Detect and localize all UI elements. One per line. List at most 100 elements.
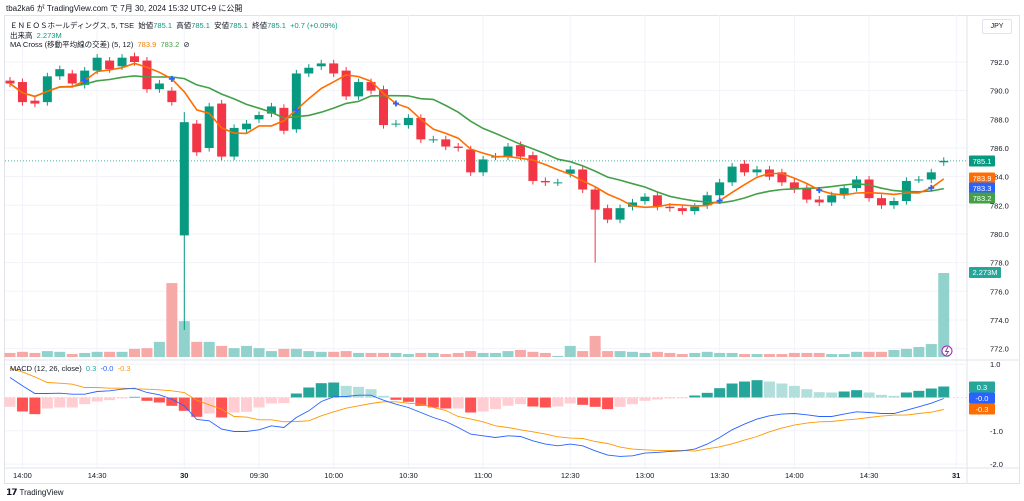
candle-body — [777, 172, 787, 183]
legend-volume: 出来高 2.273M — [10, 30, 62, 41]
volume-bar — [676, 354, 688, 357]
macd-histogram-bar — [477, 397, 489, 412]
ma-cross-label[interactable]: MA Cross (移動平均線の交差) (5, 12) — [10, 40, 134, 49]
volume-bar — [353, 352, 365, 357]
time-tick: 10:30 — [399, 471, 418, 480]
tradingview-logo[interactable]: 𝟭𝟳 TradingView — [6, 487, 64, 498]
macd-histogram-bar — [290, 393, 302, 398]
volume-bar — [16, 351, 28, 357]
volume-bar — [938, 273, 950, 357]
candle-body — [877, 198, 886, 206]
macd-histogram-bar — [427, 397, 439, 408]
volume-bar — [340, 351, 352, 357]
candle-body — [316, 63, 326, 67]
volume-bar — [116, 351, 128, 357]
volume-bar — [490, 352, 502, 357]
candle-body — [254, 115, 264, 120]
macd-histogram-bar — [564, 397, 576, 404]
macd-histogram-bar — [838, 391, 850, 398]
time-tick: 31 — [952, 471, 960, 480]
volume-bar — [701, 351, 713, 357]
candle-body — [478, 159, 488, 173]
volume-bar — [502, 351, 514, 357]
candle-body — [167, 90, 177, 103]
candle-body — [628, 202, 637, 207]
macd-histogram-bar — [278, 397, 290, 404]
time-tick: 14:00 — [13, 471, 32, 480]
volume-bar — [639, 352, 651, 357]
candle-body — [789, 182, 799, 190]
volume-bar — [328, 351, 340, 357]
legend-main: ＥＮＥＯＳホールディングス, 5, TSE 始値785.1 高値785.1 安値… — [10, 20, 338, 31]
macd-hist-value: 0.3 — [85, 364, 97, 373]
candle-body — [453, 146, 463, 148]
volume-bar — [315, 351, 327, 357]
currency-button[interactable]: JPY — [982, 19, 1012, 34]
candle-body — [354, 82, 364, 97]
macd-histogram-bar — [253, 397, 265, 408]
macd-histogram-bar — [303, 387, 315, 398]
macd-histogram-bar — [116, 397, 128, 399]
macd-tick: -2.0 — [990, 460, 1003, 469]
macd-histogram-bar — [265, 397, 277, 404]
time-tick: 14:00 — [785, 471, 804, 480]
candle-body — [864, 179, 874, 199]
volume-bar — [589, 335, 601, 357]
price-tick: 778.0 — [990, 259, 1009, 268]
ma-slow-price-label: 783.2 — [973, 194, 992, 203]
macd-histogram-bar — [701, 392, 713, 398]
price-tick: 782.0 — [990, 201, 1009, 210]
candle-body — [752, 169, 762, 173]
candle-body — [503, 146, 513, 157]
volume-bar — [390, 352, 402, 357]
macd-histogram-bar — [714, 388, 726, 398]
volume-value: 2.273M — [36, 31, 62, 40]
candle-body — [105, 60, 115, 70]
macd-histogram-bar — [627, 397, 638, 405]
volume-bar — [365, 352, 377, 357]
open-label: 始値 — [138, 21, 154, 30]
macd-histogram-bar — [763, 381, 775, 398]
ma-slow-line — [9, 75, 944, 204]
high-label: 高値 — [176, 21, 192, 30]
candle-body — [117, 57, 127, 67]
legend-ma-cross: MA Cross (移動平均線の交差) (5, 12) 783.9 783.2 … — [10, 39, 190, 50]
macd-histogram-bar — [726, 383, 738, 398]
candle-body — [827, 195, 837, 203]
macd-signal-line — [9, 367, 944, 452]
candle-body — [715, 182, 725, 196]
symbol-name[interactable]: ＥＮＥＯＳホールディングス, 5, TSE — [10, 21, 135, 30]
time-tick: 30 — [180, 471, 188, 480]
candle-body — [727, 166, 737, 183]
low-value: 785.1 — [229, 21, 248, 30]
volume-bar — [813, 352, 825, 357]
volume-bar — [79, 352, 91, 357]
price-tick: 774.0 — [990, 316, 1009, 325]
volume-bar — [851, 351, 863, 357]
candle-body — [553, 182, 563, 184]
macd-histogram-bar — [925, 388, 937, 398]
macd-histogram-bar — [241, 397, 253, 412]
legend-macd: MACD (12, 26, close) 0.3 -0.0 -0.3 — [10, 364, 131, 373]
macd-histogram-bar — [91, 397, 103, 402]
macd-histogram-bar — [888, 395, 900, 398]
macd-histogram-bar — [751, 380, 763, 398]
volume-bar — [577, 351, 589, 357]
macd-histogram-bar — [16, 397, 28, 412]
ma-cross-marker-icon — [816, 187, 823, 194]
macd-histogram-bar — [41, 397, 53, 409]
last-price-label-bg — [969, 155, 995, 167]
candle-body — [242, 123, 252, 130]
candle-body — [652, 195, 662, 207]
ma-slow-price-label-bg — [969, 192, 995, 204]
candle-body — [403, 117, 413, 126]
macd-label[interactable]: MACD (12, 26, close) — [10, 364, 82, 373]
volume-label[interactable]: 出来高 — [10, 31, 33, 40]
macd-histogram-bar — [153, 397, 165, 403]
hidden-eye-icon[interactable]: ⊘ — [183, 40, 190, 49]
candle-body — [416, 117, 426, 140]
volume-bar — [153, 341, 165, 357]
volume-bar — [178, 321, 190, 357]
